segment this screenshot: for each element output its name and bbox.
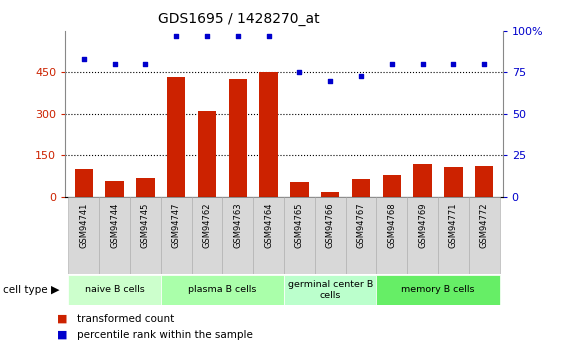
Bar [198,110,216,197]
Bar [315,197,345,274]
Bar [99,197,130,274]
Bar [223,197,253,274]
Bar [438,197,469,274]
Text: transformed count: transformed count [77,314,174,324]
Bar [136,178,154,197]
Bar [290,182,308,197]
Text: percentile rank within the sample: percentile rank within the sample [77,330,253,339]
Point [479,61,488,67]
Text: ▶: ▶ [52,285,60,295]
Bar [345,197,377,274]
Bar [161,275,284,305]
Text: GSM94741: GSM94741 [80,203,88,248]
Text: GSM94768: GSM94768 [387,203,396,248]
Bar [68,275,161,305]
Text: memory B cells: memory B cells [401,285,475,294]
Text: GSM94747: GSM94747 [172,203,181,248]
Bar [260,72,278,197]
Text: cell type: cell type [3,285,48,295]
Bar [191,197,223,274]
Text: germinal center B
cells: germinal center B cells [287,280,373,299]
Point [233,33,243,39]
Point [80,57,89,62]
Text: GSM94771: GSM94771 [449,203,458,248]
Bar [105,181,124,197]
Text: GSM94764: GSM94764 [264,203,273,248]
Bar [228,79,247,197]
Bar [284,197,315,274]
Text: GSM94769: GSM94769 [418,203,427,248]
Bar [407,197,438,274]
Text: ■: ■ [57,330,67,339]
Bar [377,275,500,305]
Text: plasma B cells: plasma B cells [188,285,257,294]
Bar [161,197,191,274]
Point [172,33,181,39]
Bar [284,275,377,305]
Bar [167,77,185,197]
Text: ■: ■ [57,314,67,324]
Point [325,78,335,83]
Point [295,70,304,75]
Bar [444,167,463,197]
Point [357,73,366,79]
Point [387,61,396,67]
Text: GSM94772: GSM94772 [480,203,488,248]
Bar [352,179,370,197]
Text: GSM94765: GSM94765 [295,203,304,248]
Bar [74,169,93,197]
Text: GSM94745: GSM94745 [141,203,150,248]
Point [110,61,119,67]
Bar [130,197,161,274]
Text: GSM94767: GSM94767 [357,203,365,248]
Text: GSM94766: GSM94766 [325,203,335,248]
Bar [469,197,500,274]
Point [418,61,427,67]
Text: GSM94744: GSM94744 [110,203,119,248]
Bar [475,166,494,197]
Point [141,61,150,67]
Point [264,33,273,39]
Bar [383,175,401,197]
Bar [414,164,432,197]
Text: GDS1695 / 1428270_at: GDS1695 / 1428270_at [158,12,319,26]
Text: GSM94763: GSM94763 [233,203,243,248]
Bar [68,197,99,274]
Text: GSM94762: GSM94762 [203,203,211,248]
Point [449,61,458,67]
Bar [253,197,284,274]
Bar [321,192,340,197]
Bar [377,197,407,274]
Point [202,33,211,39]
Text: naive B cells: naive B cells [85,285,144,294]
